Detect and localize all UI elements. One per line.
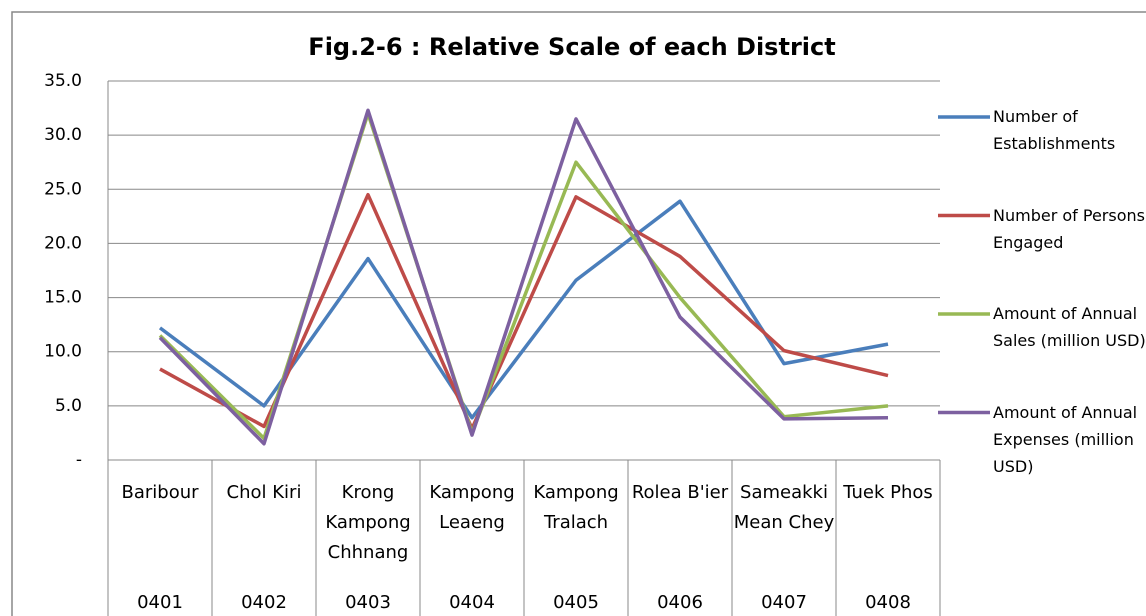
x-tick-label: Chol Kiri — [226, 482, 302, 503]
y-tick-label: 25.0 — [44, 179, 82, 199]
x-tick-label: Sameakki Mean Chey — [733, 482, 835, 533]
y-tick-label: 10.0 — [44, 342, 82, 362]
legend-label: Number of Establishments — [993, 107, 1116, 153]
x-code-label: 0408 — [865, 592, 911, 613]
x-code-label: 0402 — [241, 592, 287, 613]
y-tick-label: - — [76, 450, 82, 470]
x-tick-label: Rolea B'ier — [631, 482, 729, 503]
x-code-label: 0406 — [657, 592, 703, 613]
x-code-label: 0405 — [553, 592, 599, 613]
y-tick-label: 5.0 — [55, 396, 82, 416]
y-tick-label: 15.0 — [44, 288, 82, 308]
legend-label: Amount of Annual Expenses (million USD) — [993, 402, 1138, 476]
data-line — [159, 192, 889, 431]
y-tick-label: 20.0 — [44, 233, 82, 253]
x-tick-label: Kampong Leaeng — [429, 482, 515, 533]
data-line — [158, 108, 889, 446]
y-tick-label: 30.0 — [44, 125, 82, 145]
chart-title: Fig.2-6 : Relative Scale of each Distric… — [308, 33, 835, 61]
legend-label: Amount of Annual Sales (million USD) — [993, 304, 1146, 350]
x-tick-label: Kampong Tralach — [533, 482, 619, 533]
x-tick-label: Krong Kampong Chhnang — [325, 482, 411, 563]
frame — [11, 11, 1146, 616]
y-tick-label: 35.0 — [44, 71, 82, 91]
legend-label: Number of Persons Engaged — [993, 205, 1145, 252]
x-code-label: 0401 — [137, 592, 183, 613]
x-code-label: 0403 — [345, 592, 391, 613]
x-tick-label: Baribour — [121, 482, 199, 503]
x-code-label: 0407 — [761, 592, 807, 613]
x-code-label: 0404 — [449, 592, 495, 613]
x-tick-label: Tuek Phos — [843, 482, 933, 503]
